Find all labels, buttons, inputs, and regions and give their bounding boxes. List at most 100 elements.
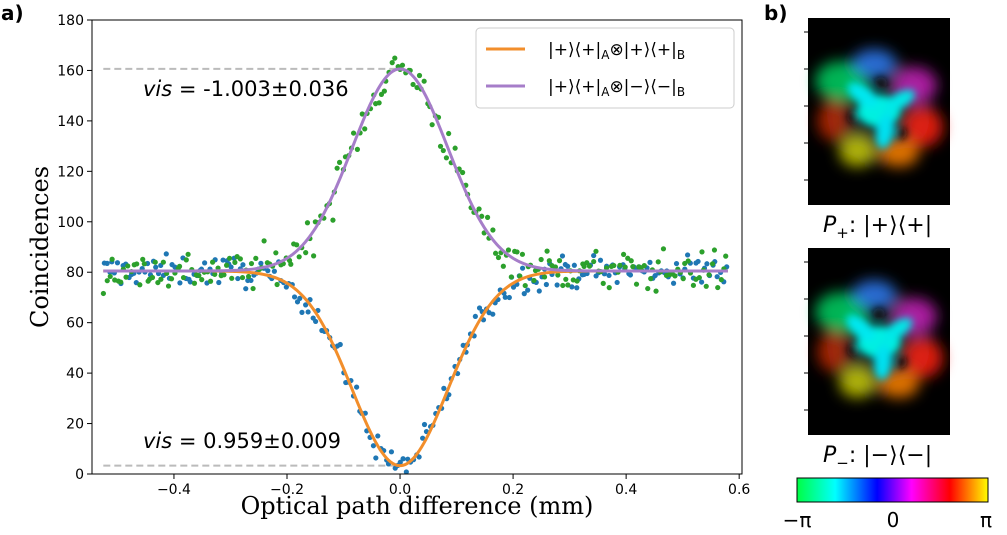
data-point-green (446, 130, 452, 137)
data-point-green (414, 84, 420, 91)
data-point-green (165, 283, 172, 289)
data-point-blue (235, 275, 241, 282)
phase-colorbar (796, 477, 989, 503)
x-tick-label: −0.4 (157, 482, 191, 498)
data-point-blue (114, 260, 121, 266)
data-point-green (359, 111, 365, 117)
data-point-blue (521, 291, 527, 297)
data-point-blue (370, 443, 377, 449)
data-point-green (718, 277, 724, 283)
data-point-green (460, 169, 466, 176)
data-point-green (672, 273, 678, 279)
data-point-green (492, 250, 499, 256)
data-point-green (517, 273, 523, 279)
data-point-green (261, 238, 267, 244)
data-point-green (556, 258, 563, 264)
data-point-blue (554, 282, 560, 288)
y-tick-label: 120 (57, 164, 84, 180)
x-axis-title: Optical path difference (mm) (241, 492, 594, 520)
y-tick-label: 180 (57, 13, 84, 29)
data-point-green (248, 260, 255, 267)
data-point-blue (506, 294, 512, 301)
data-point-green (648, 276, 654, 282)
data-point-green (606, 285, 612, 291)
data-point-blue (265, 268, 271, 274)
data-point-green (212, 271, 218, 277)
data-point-blue (220, 257, 226, 263)
data-point-green (125, 263, 131, 269)
data-point-green (519, 251, 526, 257)
projector-symbol: P (823, 443, 837, 468)
data-point-green (250, 285, 256, 292)
data-point-blue (597, 257, 604, 263)
data-point-blue (536, 288, 542, 294)
legend-frame (475, 27, 735, 109)
data-point-blue (305, 309, 311, 315)
colorbar-min-label: −π (783, 508, 812, 532)
data-point-green (336, 159, 343, 165)
data-point-green (389, 60, 395, 66)
data-point-green (703, 283, 709, 289)
data-point-green (495, 254, 502, 261)
legend-text-part: |+⟩⟨+| (548, 77, 601, 97)
data-point-green (655, 259, 661, 265)
data-point-green (223, 262, 230, 268)
image-ticks (804, 31, 808, 181)
data-point-green (180, 274, 187, 281)
data-point-blue (606, 272, 612, 279)
data-point-green (429, 122, 435, 128)
data-point-green (546, 258, 552, 264)
fit-line-purple (103, 67, 728, 273)
data-point-blue (258, 260, 264, 266)
data-point-blue (670, 280, 677, 286)
data-point-green (645, 285, 651, 292)
data-point-green (226, 255, 233, 261)
data-point-green (641, 263, 647, 269)
data-point-green (123, 274, 129, 280)
data-point-blue (240, 262, 246, 268)
data-point-green (581, 263, 587, 270)
data-point-blue (243, 286, 249, 292)
data-point-green (160, 259, 166, 265)
data-point-green (209, 259, 216, 265)
data-point-blue (337, 341, 343, 348)
data-point-blue (421, 421, 428, 428)
vis-symbol: vis (143, 77, 172, 101)
legend-subscript: B (677, 48, 685, 62)
data-point-blue (271, 268, 277, 274)
plot-area: −0.4 −0.2 0.0 0.2 0.4 0.6 0 20 40 60 80 100 120 140 1… (57, 13, 750, 498)
visibility-annotation-top: vis = -1.003±0.036 (143, 77, 349, 101)
data-point-green (508, 274, 514, 280)
data-point-green (229, 275, 235, 281)
data-point-green (541, 274, 548, 280)
data-point-green (660, 246, 667, 252)
data-point-blue (574, 285, 580, 291)
data-point-green (137, 282, 143, 288)
data-point-blue (248, 277, 254, 284)
y-tick-label: 0 (75, 467, 84, 483)
data-point-green (104, 278, 110, 284)
data-point-green (653, 288, 659, 294)
data-point-green (155, 279, 161, 286)
data-point-green (118, 279, 124, 285)
data-point-green (330, 217, 336, 223)
data-point-blue (403, 469, 409, 474)
data-point-green (490, 227, 496, 233)
data-point-green (600, 280, 606, 286)
data-point-blue (569, 284, 575, 290)
data-point-green (152, 259, 158, 265)
data-point-blue (397, 459, 403, 465)
data-point-green (711, 247, 718, 253)
data-point-green (334, 165, 340, 171)
data-point-green (593, 248, 599, 254)
data-point-green (416, 72, 423, 79)
data-point-green (544, 248, 550, 254)
projection-label-minus: P−: |−⟩⟨−| (823, 443, 932, 472)
colorbar-mid-label: 0 (887, 508, 900, 532)
x-tick-label: 0.0 (389, 482, 411, 498)
data-point-green (574, 278, 580, 284)
data-point-green (221, 272, 227, 278)
data-point-green (586, 263, 593, 269)
data-point-blue (652, 272, 658, 279)
